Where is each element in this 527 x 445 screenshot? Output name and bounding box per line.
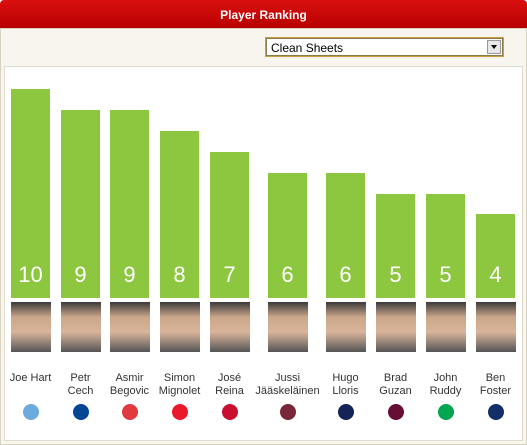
player-name: Asmir Begovic [109, 372, 150, 397]
value-label: 6 [339, 262, 352, 287]
bar [110, 109, 149, 298]
value-label: 9 [123, 262, 136, 287]
bar [268, 172, 307, 298]
bar [11, 89, 50, 298]
player-name: Brad Guzan [379, 372, 412, 397]
player-photo [426, 302, 466, 352]
club-logo [279, 404, 296, 420]
bar [210, 151, 249, 298]
club-logo [171, 404, 188, 420]
player-photo [376, 302, 416, 352]
player-photo [61, 302, 101, 352]
header-title: Player Ranking [0, 0, 527, 28]
value-label: 4 [489, 262, 502, 287]
player-photo [326, 302, 366, 352]
bar [160, 130, 199, 298]
dropdown-value: Clean Sheets [271, 41, 344, 55]
bar [476, 214, 515, 298]
player-photo [268, 302, 308, 352]
value-label: 8 [173, 262, 186, 287]
player-name: Ben Foster [479, 372, 512, 397]
player-name: John Ruddy [429, 372, 462, 397]
value-label: 5 [389, 262, 402, 287]
club-logo [337, 404, 354, 420]
dropdown-arrow[interactable] [487, 40, 501, 54]
player-name: José Reina [215, 372, 244, 397]
player-name: Hugo Lloris [332, 372, 359, 397]
value-label: 10 [18, 262, 43, 287]
bar [426, 193, 465, 298]
club-logo [121, 404, 138, 420]
club-logo [72, 404, 89, 420]
player-photo [210, 302, 250, 352]
player-name: Petr Cech [67, 372, 94, 397]
club-logo [221, 404, 238, 420]
player-name: Jussi Jääskeläinen [255, 372, 320, 397]
player-photo [11, 302, 51, 352]
metric-dropdown[interactable]: Clean Sheets [266, 38, 503, 56]
club-logo [487, 404, 504, 420]
player-name: Joe Hart [9, 372, 52, 384]
club-logo [437, 404, 454, 420]
player-photo [110, 302, 150, 352]
value-label: 5 [439, 262, 452, 287]
bar [326, 172, 365, 298]
value-label: 9 [74, 262, 87, 287]
bar [376, 193, 415, 298]
value-label: 6 [281, 262, 294, 287]
bar [61, 109, 100, 298]
club-logo [22, 404, 39, 420]
club-logo [387, 404, 404, 420]
player-photo [160, 302, 200, 352]
value-label: 7 [223, 262, 236, 287]
player-photo [476, 302, 516, 352]
player-name: Simon Mignolet [158, 372, 201, 397]
